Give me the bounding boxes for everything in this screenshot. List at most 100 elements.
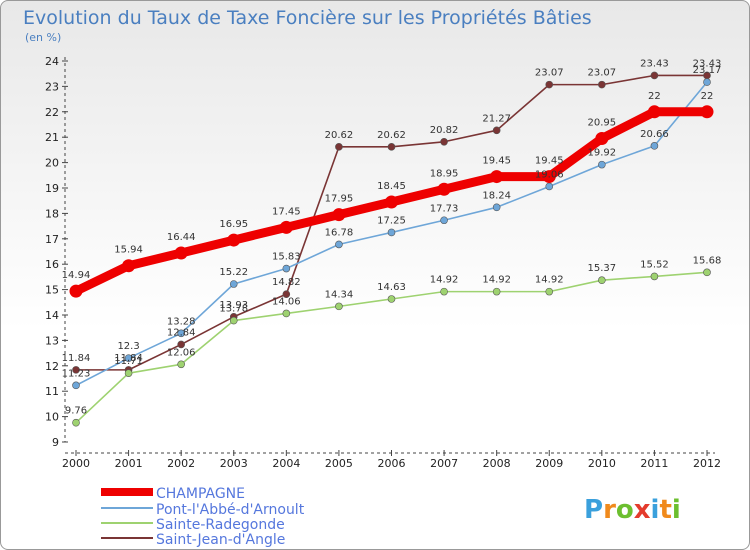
x-tick-label: 2008 xyxy=(483,457,511,470)
data-point-sainte-radegonde xyxy=(124,369,133,377)
data-label-champagne: 15.94 xyxy=(114,245,143,256)
data-label-champagne: 18.45 xyxy=(377,181,406,192)
data-label-saint-jean-d-angle: 11.84 xyxy=(62,353,91,364)
data-point-sainte-radegonde xyxy=(72,418,80,427)
data-point-sainte-radegonde xyxy=(703,268,711,277)
y-tick-label: 19 xyxy=(45,182,59,195)
data-point-saint-jean-d-angle xyxy=(72,366,80,374)
data-label-pont-l-abbe-d-arnoult: 23.17 xyxy=(693,65,722,76)
data-point-champagne xyxy=(490,170,504,184)
y-tick-label: 22 xyxy=(45,106,59,119)
data-point-sainte-radegonde xyxy=(177,360,185,369)
data-point-champagne xyxy=(227,233,241,247)
data-label-champagne: 20.95 xyxy=(588,117,617,128)
data-label-pont-l-abbe-d-arnoult: 17.25 xyxy=(377,215,406,226)
proxiti-logo: Proxiti xyxy=(584,495,681,525)
data-label-saint-jean-d-angle: 23.07 xyxy=(535,68,564,79)
data-label-pont-l-abbe-d-arnoult: 20.66 xyxy=(640,129,669,140)
y-tick-label: 16 xyxy=(45,258,59,271)
proxiti-logo-letter: o xyxy=(616,495,634,525)
y-tick-label: 10 xyxy=(45,411,59,424)
data-label-pont-l-abbe-d-arnoult: 15.83 xyxy=(272,252,301,263)
x-tick-label: 2007 xyxy=(430,457,458,470)
data-point-sainte-radegonde xyxy=(387,295,396,303)
data-point-pont-l-abbe-d-arnoult xyxy=(703,78,711,86)
y-tick-label: 15 xyxy=(45,284,59,297)
data-label-sainte-radegonde: 14.06 xyxy=(272,296,301,307)
data-point-sainte-radegonde xyxy=(598,276,606,285)
x-tick-label: 2010 xyxy=(588,457,616,470)
data-point-champagne xyxy=(122,259,136,273)
data-point-champagne xyxy=(595,131,609,145)
data-point-pont-l-abbe-d-arnoult xyxy=(177,329,185,338)
x-tick-label: 2004 xyxy=(272,457,300,470)
data-label-sainte-radegonde: 9.76 xyxy=(65,406,87,417)
series-lines xyxy=(69,71,714,427)
data-label-sainte-radegonde: 15.52 xyxy=(640,259,669,270)
data-label-champagne: 18.95 xyxy=(430,168,459,179)
x-tick-label: 2001 xyxy=(115,457,143,470)
data-label-pont-l-abbe-d-arnoult: 12.3 xyxy=(117,341,139,352)
data-label-saint-jean-d-angle: 13.93 xyxy=(219,300,248,311)
data-label-pont-l-abbe-d-arnoult: 19.06 xyxy=(535,169,564,180)
data-label-pont-l-abbe-d-arnoult: 13.28 xyxy=(167,316,196,327)
data-label-sainte-radegonde: 12.06 xyxy=(167,347,196,358)
data-point-sainte-radegonde xyxy=(650,272,659,281)
data-point-champagne xyxy=(437,182,451,196)
data-label-sainte-radegonde: 15.37 xyxy=(588,263,617,274)
data-point-saint-jean-d-angle xyxy=(545,80,554,89)
data-label-pont-l-abbe-d-arnoult: 11.23 xyxy=(62,368,91,379)
legend-label-saint-jean-d-angle: Saint-Jean-d'Angle xyxy=(156,532,285,548)
data-point-sainte-radegonde xyxy=(440,287,448,296)
y-tick-label: 20 xyxy=(45,157,59,170)
data-label-saint-jean-d-angle: 21.27 xyxy=(482,113,511,124)
x-tick-label: 2011 xyxy=(640,457,668,470)
y-tick-label: 18 xyxy=(45,207,59,220)
x-tick-label: 2009 xyxy=(535,457,563,470)
data-label-saint-jean-d-angle: 23.07 xyxy=(588,68,617,79)
data-point-saint-jean-d-angle xyxy=(598,80,606,89)
proxiti-logo-letter: i xyxy=(672,495,681,525)
data-point-champagne xyxy=(332,208,346,222)
data-point-champagne xyxy=(542,170,556,184)
data-point-saint-jean-d-angle xyxy=(492,126,501,135)
data-point-champagne xyxy=(385,195,398,209)
data-label-champagne: 22 xyxy=(701,91,714,102)
data-point-pont-l-abbe-d-arnoult xyxy=(650,142,659,150)
data-label-sainte-radegonde: 14.34 xyxy=(325,289,354,300)
data-point-saint-jean-d-angle xyxy=(282,290,291,298)
proxiti-logo-letter: r xyxy=(603,495,616,525)
data-label-pont-l-abbe-d-arnoult: 16.78 xyxy=(325,227,354,238)
chart-title: Evolution du Taux de Taxe Foncière sur l… xyxy=(23,7,592,29)
proxiti-logo-letter: P xyxy=(584,495,603,525)
data-label-pont-l-abbe-d-arnoult: 18.24 xyxy=(482,190,511,201)
data-label-champagne: 17.45 xyxy=(272,206,301,217)
axes: 9 10 11 12 13 14 15 16 17 18 19 20 21 22 23 24 2000 2001 2… xyxy=(45,55,721,470)
y-tick-label: 21 xyxy=(45,131,59,144)
data-label-saint-jean-d-angle: 20.62 xyxy=(377,130,406,141)
data-point-sainte-radegonde xyxy=(282,309,291,318)
data-point-pont-l-abbe-d-arnoult xyxy=(545,182,554,191)
data-label-sainte-radegonde: 15.68 xyxy=(693,255,722,266)
x-tick-label: 2005 xyxy=(325,457,353,470)
legend-label-champagne: CHAMPAGNE xyxy=(156,486,245,502)
data-label-sainte-radegonde: 11.71 xyxy=(114,356,143,367)
data-point-pont-l-abbe-d-arnoult xyxy=(72,381,80,390)
legend-label-sainte-radegonde: Sainte-Radegonde xyxy=(156,517,285,533)
data-point-sainte-radegonde xyxy=(229,316,238,325)
data-point-champagne xyxy=(700,105,714,119)
data-label-champagne: 17.95 xyxy=(325,194,354,205)
legend: CHAMPAGNEPont-l'Abbé-d'ArnoultSainte-Rad… xyxy=(101,486,305,548)
data-point-sainte-radegonde xyxy=(492,287,501,296)
proxiti-logo-letter: x xyxy=(634,495,651,525)
data-label-sainte-radegonde: 14.63 xyxy=(377,282,406,293)
x-tick-label: 2000 xyxy=(62,457,90,470)
x-tick-label: 2002 xyxy=(167,457,195,470)
data-label-saint-jean-d-angle: 11.84 xyxy=(114,353,143,364)
data-point-pont-l-abbe-d-arnoult xyxy=(124,354,133,362)
data-point-champagne xyxy=(69,284,83,298)
data-label-pont-l-abbe-d-arnoult: 19.92 xyxy=(588,148,617,159)
data-point-champagne xyxy=(174,246,188,260)
legend-label-pont-l-abbe-d-arnoult: Pont-l'Abbé-d'Arnoult xyxy=(156,502,305,518)
